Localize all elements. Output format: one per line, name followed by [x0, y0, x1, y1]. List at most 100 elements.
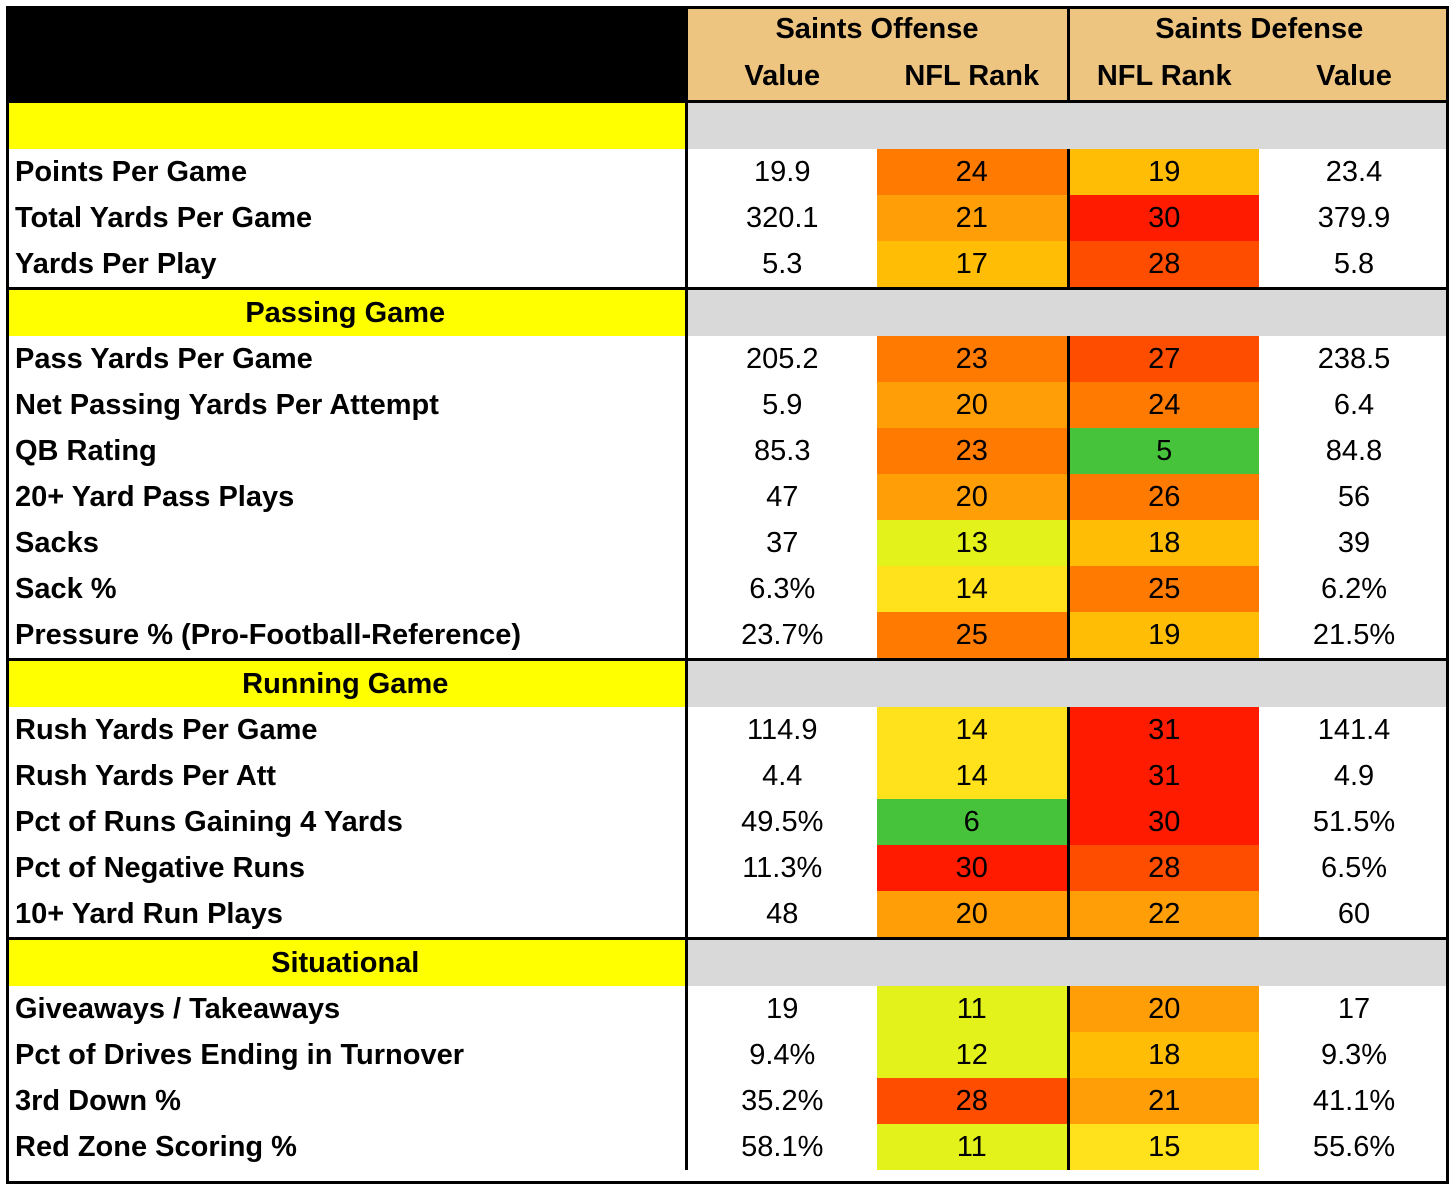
- offense-rank-cell: 20: [877, 474, 1070, 520]
- defense-rank-cell: 31: [1068, 753, 1259, 799]
- table-row: Pressure % (Pro-Football-Reference) 23.7%…: [6, 612, 1449, 660]
- defense-value-cell: 6.5%: [1320, 851, 1388, 884]
- section-fill: [686, 101, 1450, 149]
- offense-rank-cell: 28: [877, 1078, 1070, 1124]
- offense-title: Saints Offense: [686, 6, 1070, 53]
- table-row: Net Passing Yards Per Attempt 5.9 20 24 6.4: [6, 382, 1449, 428]
- offense-value-cell: 4.4: [762, 759, 803, 792]
- defense-rank-cell: 28: [1068, 241, 1259, 289]
- section-fill: [686, 658, 1450, 707]
- offense-rank-cell: 21: [877, 195, 1070, 241]
- table-row: Yards Per Play 5.3 17 28 5.8: [6, 241, 1449, 289]
- offense-rank-cell: 23: [877, 428, 1070, 474]
- offense-rank-cell: 14: [877, 566, 1070, 612]
- table-row: Pct of Negative Runs 11.3% 30 28 6.5%: [6, 845, 1449, 891]
- metric-label: QB Rating: [6, 428, 688, 474]
- defense-rank-cell: 30: [1068, 195, 1259, 241]
- metric-label: Rush Yards Per Game: [6, 707, 688, 753]
- table-row: Points Per Game 19.9 24 19 23.4: [6, 149, 1449, 195]
- metric-label: Points Per Game: [6, 149, 688, 195]
- offense-value-cell: 6.3%: [749, 572, 816, 605]
- offense-value-cell: 23.7%: [741, 618, 824, 651]
- table-row: Pass Yards Per Game 205.2 23 27 238.5: [6, 336, 1449, 382]
- offense-value-cell: 58.1%: [741, 1130, 824, 1163]
- table-row: 3rd Down % 35.2% 28 21 41.1%: [6, 1078, 1449, 1124]
- offense-rank-cell: 17: [877, 241, 1070, 289]
- saints-stats-table: Saints Offense Saints Defense Value NFL …: [6, 6, 1450, 1170]
- metric-label: Pass Yards Per Game: [6, 336, 688, 382]
- defense-rank-cell: 30: [1068, 799, 1259, 845]
- defense-value-cell: 238.5: [1317, 342, 1391, 375]
- defense-rank-cell: 15: [1068, 1124, 1259, 1170]
- offense-value-cell: 11.3%: [742, 851, 823, 884]
- section-label: [6, 101, 688, 149]
- table-row: Pct of Drives Ending in Turnover 9.4% 12 18…: [6, 1032, 1449, 1078]
- defense-rank-cell: 18: [1068, 1032, 1259, 1078]
- table-row: Total Yards Per Game 320.1 21 30 379.9: [6, 195, 1449, 241]
- metric-label: Pct of Negative Runs: [6, 845, 688, 891]
- defense-rank-cell: 31: [1068, 707, 1259, 753]
- offense-rank-cell: 13: [877, 520, 1070, 566]
- section-fill: [686, 937, 1450, 986]
- metric-label: Pct of Runs Gaining 4 Yards: [6, 799, 688, 845]
- offense-rank-header: NFL Rank: [877, 53, 1070, 103]
- offense-value-cell: 205.2: [745, 342, 819, 375]
- metric-label: 3rd Down %: [6, 1078, 688, 1124]
- defense-rank-cell: 19: [1068, 149, 1259, 195]
- offense-value-cell: 114.9: [747, 713, 818, 746]
- offense-rank-cell: 20: [877, 382, 1070, 428]
- table-row: Pct of Runs Gaining 4 Yards 49.5% 6 30 51.5%: [6, 799, 1449, 845]
- offense-rank-cell: 25: [877, 612, 1070, 660]
- defense-rank-cell: 22: [1068, 891, 1259, 939]
- defense-value-cell: 60: [1337, 897, 1371, 930]
- offense-value-cell: 5.9: [762, 388, 803, 421]
- offense-rank-cell: 12: [877, 1032, 1070, 1078]
- offense-value-cell: 19: [766, 992, 799, 1025]
- table-row: Giveaways / Takeaways 19 11 20 17: [6, 986, 1449, 1032]
- table-row: Rush Yards Per Game 114.9 14 31 141.4: [6, 707, 1449, 753]
- defense-value-cell: 23.4: [1325, 155, 1383, 188]
- metric-label: 10+ Yard Run Plays: [6, 891, 688, 939]
- offense-value-cell: 49.5%: [741, 805, 824, 838]
- offense-value-cell: 37: [766, 526, 799, 559]
- defense-rank-cell: 28: [1068, 845, 1259, 891]
- offense-value-cell: 320.1: [745, 201, 819, 234]
- metric-label: Total Yards Per Game: [6, 195, 688, 241]
- defense-title: Saints Defense: [1068, 6, 1450, 53]
- offense-rank-cell: 6: [877, 799, 1070, 845]
- defense-value-cell: 141.4: [1317, 713, 1391, 746]
- metric-label: Rush Yards Per Att: [6, 753, 688, 799]
- defense-value-cell: 39: [1337, 526, 1371, 559]
- defense-rank-cell: 21: [1068, 1078, 1259, 1124]
- defense-value-cell: 4.9: [1333, 759, 1375, 792]
- metric-label: Yards Per Play: [6, 241, 688, 289]
- offense-value-cell: 9.4%: [749, 1038, 816, 1071]
- metric-label: Pressure % (Pro-Football-Reference): [6, 612, 688, 660]
- defense-value-cell: 9.3%: [1320, 1038, 1388, 1071]
- offense-rank-cell: 20: [877, 891, 1070, 939]
- metric-label: Sack %: [6, 566, 688, 612]
- table-row: Sacks 37 13 18 39: [6, 520, 1449, 566]
- defense-rank-cell: 19: [1068, 612, 1259, 660]
- defense-value-cell: 17: [1337, 992, 1371, 1025]
- table-row: QB Rating 85.3 23 5 84.8: [6, 428, 1449, 474]
- defense-value-cell: 55.6%: [1312, 1130, 1396, 1163]
- section-header-row: Running Game: [6, 658, 1450, 707]
- defense-rank-cell: 18: [1068, 520, 1259, 566]
- defense-rank-cell: 26: [1068, 474, 1259, 520]
- section-header-row: [6, 101, 1450, 149]
- table-row: Red Zone Scoring % 58.1% 11 15 55.6%: [6, 1124, 1449, 1170]
- header-row-titles: Saints Offense Saints Defense: [6, 6, 1450, 103]
- stats-table-container: Saints Offense Saints Defense Value NFL …: [6, 6, 1450, 1184]
- metric-label: Red Zone Scoring %: [6, 1124, 688, 1170]
- table-row: Rush Yards Per Att 4.4 14 31 4.9: [6, 753, 1449, 799]
- metric-label: 20+ Yard Pass Plays: [6, 474, 688, 520]
- metric-label: Giveaways / Takeaways: [6, 986, 688, 1032]
- header-row-columns: Value NFL Rank NFL Rank Value: [6, 53, 1450, 103]
- offense-value-cell: 85.3: [754, 434, 811, 467]
- offense-value-cell: 35.2%: [741, 1084, 824, 1117]
- offense-rank-cell: 11: [877, 1124, 1070, 1170]
- defense-rank-cell: 25: [1068, 566, 1259, 612]
- table-row: Sack % 6.3% 14 25 6.2%: [6, 566, 1449, 612]
- offense-rank-cell: 14: [877, 753, 1070, 799]
